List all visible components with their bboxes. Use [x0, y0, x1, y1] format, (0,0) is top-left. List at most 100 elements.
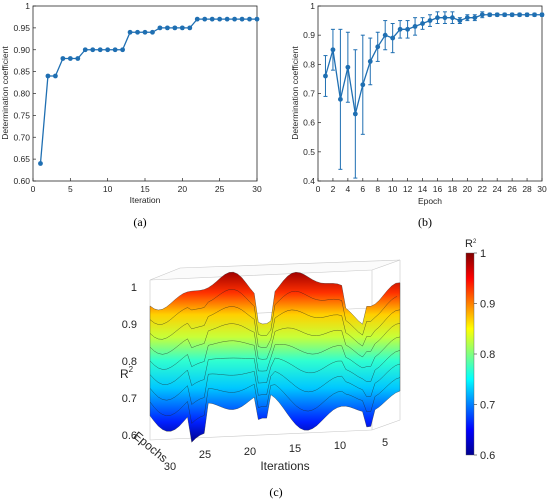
data-point [53, 73, 58, 79]
chart-c-surface [149, 271, 401, 443]
data-point [345, 64, 351, 70]
colorbar-title: R2 [465, 238, 477, 250]
x-tick-label: 30 [537, 184, 547, 194]
y-tick-label: 0.6 [303, 118, 315, 128]
y-tick-label: 0.9 [303, 30, 315, 40]
x-tick-label: 25 [215, 184, 225, 194]
x-tick-label: 20 [463, 184, 473, 194]
data-point [352, 111, 358, 117]
colorbar-ticks: 1 0.9 0.8 0.7 0.6 [474, 248, 495, 462]
data-point [112, 47, 118, 53]
data-point [405, 26, 410, 32]
chart-c-ylabel: Epochs [131, 429, 171, 465]
chart-a-plot-area [32, 5, 258, 182]
chart-c-colorbar: 1 0.9 0.8 0.7 0.6 R2 [465, 238, 495, 462]
x-tick-label: 20 [244, 446, 256, 458]
x-tick-label: 4 [345, 184, 350, 194]
y-tick-label: 0.75 [13, 110, 30, 120]
chart-b-ylabel: Determination coefficient [290, 46, 300, 140]
data-point [172, 25, 178, 31]
chart-c-x-ticks: 25 20 15 10 5 [199, 437, 388, 461]
z-tick-label: 0.7 [122, 393, 137, 405]
data-point [67, 56, 73, 61]
chart-a-x-ticks: 0 5 10 15 20 25 30 [31, 178, 262, 194]
data-point [224, 16, 230, 22]
x-tick-label: 10 [334, 440, 346, 452]
x-tick-label: 28 [522, 184, 532, 194]
data-point [135, 29, 140, 35]
data-point [367, 59, 373, 64]
colorbar-tick-label: 0.6 [480, 450, 495, 462]
x-tick-label: 26 [507, 184, 517, 194]
data-point [150, 29, 155, 35]
y-tick-label: 0.85 [13, 67, 30, 77]
data-point [323, 73, 328, 79]
data-point [254, 16, 260, 22]
chart-c-caption: (c) [269, 485, 282, 499]
chart-b: 0.40.50.60.70.80.91 0 2 4 6 8 10 12 14 16 18 20 22 2… [290, 1, 547, 229]
chart-c-xlabel: Iterations [260, 459, 309, 473]
data-point [338, 96, 343, 102]
data-point [390, 35, 396, 41]
y-tick-label: 0.7 [303, 89, 315, 99]
chart-b-x-ticks: 0 2 4 6 8 10 12 14 16 18 20 22 24 26 28 30 [316, 178, 547, 194]
x-tick-label: 16 [433, 184, 443, 194]
data-point [450, 15, 455, 21]
chart-c: 0.6 0.7 0.8 0.9 1 25 20 15 10 5 R2 Epochs 30 Ite… [120, 238, 495, 499]
data-point [412, 24, 418, 29]
data-point [360, 82, 366, 88]
chart-b-y-ticks: 0.4 0.5 0.6 0.7 0.8 0.9 1 [303, 1, 321, 186]
data-point [179, 25, 185, 31]
chart-a-caption: (a) [133, 215, 146, 229]
data-point [420, 21, 425, 26]
data-point [194, 16, 200, 22]
data-point [382, 32, 388, 38]
chart-c-zlabel: R2 [120, 365, 134, 381]
data-point [464, 15, 470, 21]
x-tick-label: 0 [31, 184, 36, 194]
chart-a-points [38, 16, 260, 166]
data-point [38, 161, 43, 166]
x-tick-label: 15 [289, 443, 301, 455]
z-tick-label: 0.8 [122, 356, 137, 368]
data-point [127, 29, 133, 35]
data-point [232, 16, 238, 22]
data-point [435, 15, 440, 21]
data-point [397, 26, 403, 32]
y-tick-label: 0.90 [13, 45, 30, 55]
data-point [427, 18, 433, 23]
x-tick-label: 10 [388, 184, 398, 194]
contour-line [150, 323, 400, 360]
z-tick-label: 0.9 [122, 319, 137, 331]
x-tick-label: 8 [375, 184, 380, 194]
x-tick-label: 5 [382, 437, 388, 449]
y-tick-label: 0.70 [13, 132, 30, 142]
chart-c-ytick-30: 30 [164, 461, 176, 473]
data-point [209, 16, 215, 22]
x-tick-label: 18 [448, 184, 458, 194]
chart-b-points [323, 12, 545, 117]
z-tick-label: 0.6 [122, 430, 137, 442]
y-tick-label: 0.60 [13, 176, 30, 186]
data-point [165, 25, 170, 31]
data-point [157, 25, 163, 31]
colorbar-gradient [465, 252, 475, 456]
data-point [247, 16, 252, 22]
chart-a-xlabel: Iteration [130, 195, 161, 205]
chart-b-caption: (b) [418, 215, 432, 229]
data-point [487, 12, 493, 18]
data-point [187, 25, 193, 31]
data-point [239, 16, 245, 22]
colorbar-tick-label: 0.9 [480, 299, 495, 311]
x-tick-label: 5 [68, 184, 73, 194]
colorbar-tick-label: 0.7 [480, 400, 495, 412]
x-tick-label: 10 [103, 184, 113, 194]
x-tick-label: 25 [199, 449, 211, 461]
contour-line [150, 306, 400, 348]
x-tick-label: 24 [492, 184, 502, 194]
y-tick-label: 0.95 [13, 23, 30, 33]
data-point [60, 56, 66, 61]
data-point [45, 73, 51, 79]
contour-line [150, 377, 400, 424]
